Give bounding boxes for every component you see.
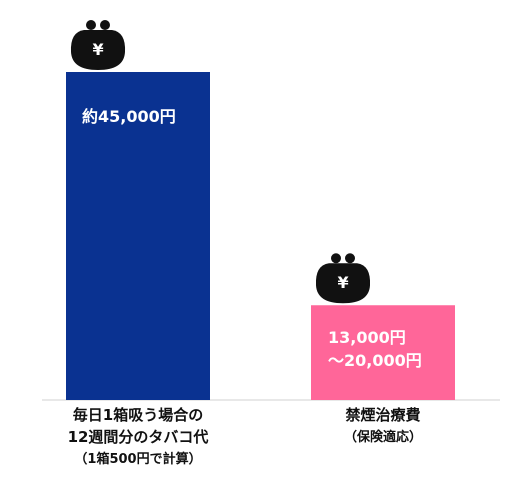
purse-clasp — [100, 20, 110, 30]
purse-clasp — [86, 20, 96, 30]
category-note: （保険適応） — [343, 430, 422, 445]
bar — [66, 72, 210, 400]
purse-symbol: ¥ — [337, 273, 348, 292]
value-label: 約45,000円 — [82, 107, 176, 126]
bar — [311, 305, 455, 400]
x-tick-label: 禁煙治療費 — [345, 406, 421, 424]
x-tick-label: 毎日1箱吸う場合の 12週間分のタバコ代 — [67, 406, 209, 446]
purse-icon: ¥ — [70, 20, 126, 70]
purse-clasp — [331, 253, 341, 264]
purse-clasp — [345, 253, 355, 264]
value-label: 13,000円 ～20,000円 — [328, 328, 422, 371]
category-note: （1箱500円で計算） — [74, 452, 202, 467]
purse-body — [70, 30, 126, 70]
purse-icon: ¥ — [315, 253, 371, 304]
purse-symbol: ¥ — [92, 40, 103, 59]
purse-body — [315, 263, 371, 304]
